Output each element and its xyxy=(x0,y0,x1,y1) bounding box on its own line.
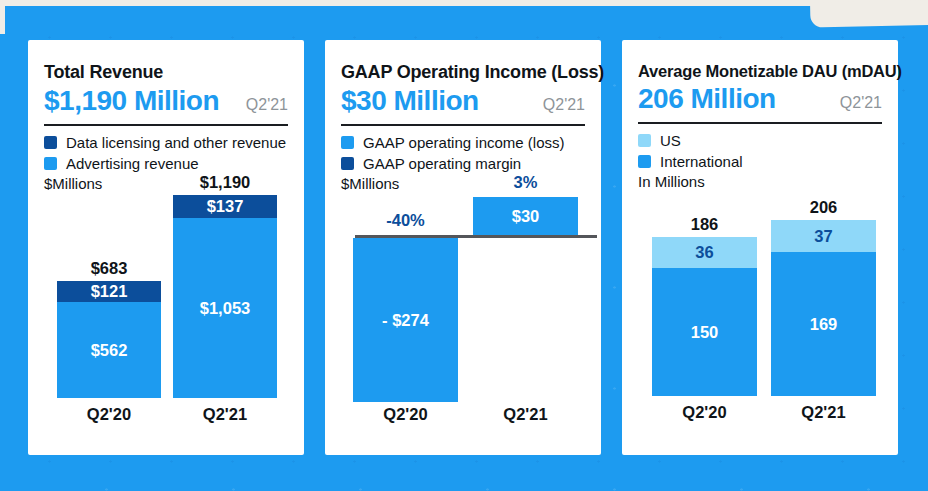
headline-row: 206 Million Q2'21 xyxy=(638,83,882,115)
legend-swatch-international xyxy=(638,155,651,168)
bar-value-label: $562 xyxy=(91,342,128,359)
legend-label: US xyxy=(660,132,681,149)
bar-value-label: 37 xyxy=(814,228,832,245)
bar-value-label: $30 xyxy=(512,208,540,225)
legend-label: Advertising revenue xyxy=(66,155,199,172)
headline-metric: $1,190 Million xyxy=(44,85,219,117)
legend-item: GAAP operating margin xyxy=(341,155,585,172)
bar-value-label: 169 xyxy=(810,316,838,333)
margin-pct-label: -40% xyxy=(353,211,458,230)
chart-gaap-operating-income: - $274 -40% Q2'20 $30 3% Q2'21 xyxy=(341,176,585,426)
chart-mdau: 150 36 186 Q2'20 169 37 206 Q2'21 xyxy=(638,174,882,424)
x-axis-label: Q2'21 xyxy=(473,405,578,424)
bar-segment: 36 xyxy=(652,237,757,268)
margin-pct-label: 3% xyxy=(473,173,578,192)
paper-corner-patch xyxy=(810,0,928,27)
bar-total-label: $1,190 xyxy=(173,173,277,192)
infographic-stage: Total Revenue $1,190 Million Q2'21 Data … xyxy=(0,0,928,491)
panel-card-total-revenue: Total Revenue $1,190 Million Q2'21 Data … xyxy=(28,40,304,455)
legend: US International xyxy=(638,132,882,170)
panel-card-mdau: Average Monetizable DAU (mDAU) 206 Milli… xyxy=(622,40,898,455)
headline-metric: $30 Million xyxy=(341,85,479,117)
headline-metric: 206 Million xyxy=(638,83,776,115)
x-axis-label: Q2'21 xyxy=(173,405,277,424)
bar-value-label: $1,053 xyxy=(200,300,250,317)
legend: Data licensing and other revenue Adverti… xyxy=(44,134,288,172)
bar-value-label: $121 xyxy=(91,283,128,300)
panel-title: GAAP Operating Income (Loss) xyxy=(341,62,585,83)
legend-item: Advertising revenue xyxy=(44,155,288,172)
legend-item: International xyxy=(638,153,882,170)
x-axis-label: Q2'21 xyxy=(771,403,876,422)
bar: - $274 xyxy=(353,238,458,402)
bar-value-label: $137 xyxy=(207,198,244,215)
bar-segment: $121 xyxy=(57,281,161,302)
legend-swatch-us xyxy=(638,134,651,147)
legend-label: GAAP operating income (loss) xyxy=(363,134,564,151)
legend-swatch-data-licensing xyxy=(44,136,57,149)
headline-row: $1,190 Million Q2'21 xyxy=(44,85,288,117)
legend-item: GAAP operating income (loss) xyxy=(341,134,585,151)
bar: $30 xyxy=(473,197,578,235)
header-divider xyxy=(341,124,585,126)
legend-swatch-advertising xyxy=(44,157,57,170)
bar-segment: $137 xyxy=(173,195,277,218)
legend-label: Data licensing and other revenue xyxy=(66,134,286,151)
period-label: Q2'21 xyxy=(543,96,585,114)
chart-total-revenue: $562 $121 $683 Q2'20 $1,053 $137 $1,190 Q2'21 xyxy=(44,176,288,426)
bar-total-label: $683 xyxy=(57,259,161,278)
legend: GAAP operating income (loss) GAAP operat… xyxy=(341,134,585,172)
panel-card-gaap-operating-income: GAAP Operating Income (Loss) $30 Million… xyxy=(325,40,601,455)
bar-value-label: 150 xyxy=(691,324,719,341)
header-divider xyxy=(638,122,882,124)
x-axis-label: Q2'20 xyxy=(353,405,458,424)
legend-item: US xyxy=(638,132,882,149)
legend-swatch-operating-income xyxy=(341,136,354,149)
bar-segment: $562 xyxy=(57,302,161,398)
bar-segment: 37 xyxy=(771,220,876,252)
panel-title: Total Revenue xyxy=(44,62,288,83)
x-axis-label: Q2'20 xyxy=(57,405,161,424)
bar-total-label: 186 xyxy=(652,215,757,234)
x-axis-label: Q2'20 xyxy=(652,403,757,422)
header-divider xyxy=(44,124,288,126)
bar-segment: 150 xyxy=(652,268,757,396)
bar-total-label: 206 xyxy=(771,198,876,217)
period-label: Q2'21 xyxy=(246,96,288,114)
bar-segment: $1,053 xyxy=(173,218,277,398)
legend-label: GAAP operating margin xyxy=(363,155,521,172)
legend-label: International xyxy=(660,153,743,170)
panel-title: Average Monetizable DAU (mDAU) xyxy=(638,62,882,81)
bar-segment: 169 xyxy=(771,252,876,396)
paper-edge-sliver xyxy=(0,0,5,34)
period-label: Q2'21 xyxy=(840,94,882,112)
headline-row: $30 Million Q2'21 xyxy=(341,85,585,117)
legend-item: Data licensing and other revenue xyxy=(44,134,288,151)
bar-value-label: 36 xyxy=(695,244,713,261)
panel-row: Total Revenue $1,190 Million Q2'21 Data … xyxy=(28,40,898,455)
legend-swatch-operating-margin xyxy=(341,157,354,170)
bar-value-label: - $274 xyxy=(382,312,429,329)
